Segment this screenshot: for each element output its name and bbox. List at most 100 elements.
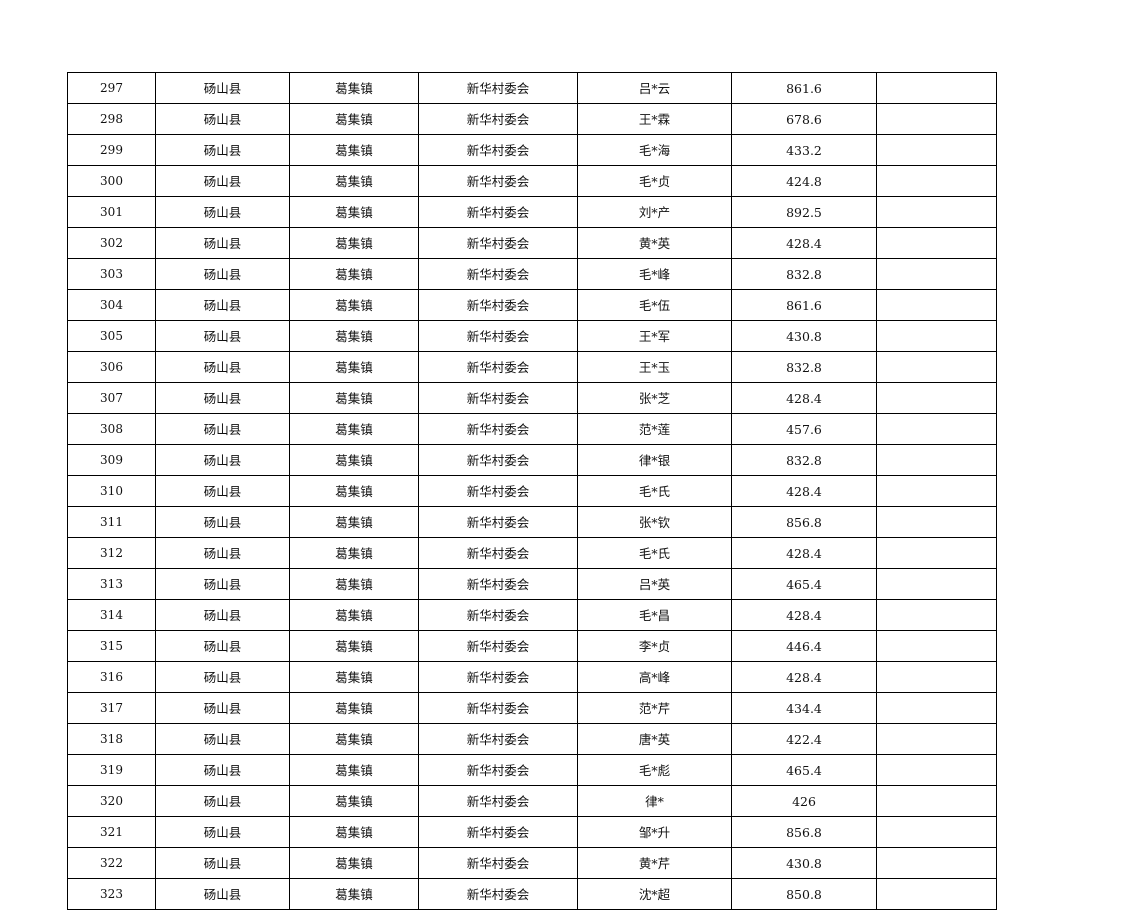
person-name-cell: 毛*海 xyxy=(577,134,732,166)
person-name-cell: 邹*升 xyxy=(577,816,732,848)
town-cell: 葛集镇 xyxy=(289,72,419,104)
town-cell: 葛集镇 xyxy=(289,258,419,290)
town-cell: 葛集镇 xyxy=(289,165,419,197)
amount-cell: 892.5 xyxy=(731,196,877,228)
person-name-cell: 吕*云 xyxy=(577,72,732,104)
amount-cell: 457.6 xyxy=(731,413,877,445)
table-row: 312 砀山县 葛集镇 新华村委会 毛*氏 428.4 xyxy=(67,537,997,569)
person-name-cell: 刘*产 xyxy=(577,196,732,228)
village-committee-cell: 新华村委会 xyxy=(418,103,578,135)
village-committee-cell: 新华村委会 xyxy=(418,816,578,848)
remarks-cell xyxy=(876,630,997,662)
table-row: 301 砀山县 葛集镇 新华村委会 刘*产 892.5 xyxy=(67,196,997,228)
town-cell: 葛集镇 xyxy=(289,382,419,414)
amount-cell: 430.8 xyxy=(731,847,877,879)
person-name-cell: 范*芹 xyxy=(577,692,732,724)
amount-cell: 434.4 xyxy=(731,692,877,724)
town-cell: 葛集镇 xyxy=(289,816,419,848)
person-name-cell: 毛*氏 xyxy=(577,537,732,569)
town-cell: 葛集镇 xyxy=(289,847,419,879)
remarks-cell xyxy=(876,599,997,631)
county-cell: 砀山县 xyxy=(155,227,290,259)
county-cell: 砀山县 xyxy=(155,103,290,135)
remarks-cell xyxy=(876,196,997,228)
person-name-cell: 高*峰 xyxy=(577,661,732,693)
remarks-cell xyxy=(876,506,997,538)
table-row: 320 砀山县 葛集镇 新华村委会 律* 426 xyxy=(67,785,997,817)
row-number-cell: 304 xyxy=(67,289,156,321)
county-cell: 砀山县 xyxy=(155,165,290,197)
county-cell: 砀山县 xyxy=(155,475,290,507)
amount-cell: 861.6 xyxy=(731,72,877,104)
town-cell: 葛集镇 xyxy=(289,413,419,445)
county-cell: 砀山县 xyxy=(155,661,290,693)
town-cell: 葛集镇 xyxy=(289,723,419,755)
county-cell: 砀山县 xyxy=(155,878,290,910)
row-number-cell: 303 xyxy=(67,258,156,290)
amount-cell: 433.2 xyxy=(731,134,877,166)
town-cell: 葛集镇 xyxy=(289,692,419,724)
table-row: 311 砀山县 葛集镇 新华村委会 张*钦 856.8 xyxy=(67,506,997,538)
row-number-cell: 309 xyxy=(67,444,156,476)
village-committee-cell: 新华村委会 xyxy=(418,165,578,197)
county-cell: 砀山县 xyxy=(155,630,290,662)
town-cell: 葛集镇 xyxy=(289,785,419,817)
remarks-cell xyxy=(876,754,997,786)
person-name-cell: 吕*英 xyxy=(577,568,732,600)
row-number-cell: 307 xyxy=(67,382,156,414)
county-cell: 砀山县 xyxy=(155,382,290,414)
row-number-cell: 310 xyxy=(67,475,156,507)
remarks-cell xyxy=(876,134,997,166)
table-row: 322 砀山县 葛集镇 新华村委会 黄*芹 430.8 xyxy=(67,847,997,879)
row-number-cell: 299 xyxy=(67,134,156,166)
person-name-cell: 王*玉 xyxy=(577,351,732,383)
table-row: 316 砀山县 葛集镇 新华村委会 高*峰 428.4 xyxy=(67,661,997,693)
amount-cell: 422.4 xyxy=(731,723,877,755)
county-cell: 砀山县 xyxy=(155,599,290,631)
remarks-cell xyxy=(876,413,997,445)
town-cell: 葛集镇 xyxy=(289,134,419,166)
amount-cell: 832.8 xyxy=(731,351,877,383)
county-cell: 砀山县 xyxy=(155,847,290,879)
row-number-cell: 314 xyxy=(67,599,156,631)
remarks-cell xyxy=(876,258,997,290)
person-name-cell: 律* xyxy=(577,785,732,817)
remarks-cell xyxy=(876,382,997,414)
village-committee-cell: 新华村委会 xyxy=(418,661,578,693)
table-row: 318 砀山县 葛集镇 新华村委会 唐*英 422.4 xyxy=(67,723,997,755)
remarks-cell xyxy=(876,816,997,848)
remarks-cell xyxy=(876,351,997,383)
amount-cell: 465.4 xyxy=(731,568,877,600)
table-row: 309 砀山县 葛集镇 新华村委会 律*银 832.8 xyxy=(67,444,997,476)
village-committee-cell: 新华村委会 xyxy=(418,599,578,631)
village-committee-cell: 新华村委会 xyxy=(418,320,578,352)
town-cell: 葛集镇 xyxy=(289,506,419,538)
county-cell: 砀山县 xyxy=(155,413,290,445)
row-number-cell: 300 xyxy=(67,165,156,197)
amount-cell: 428.4 xyxy=(731,537,877,569)
table-row: 323 砀山县 葛集镇 新华村委会 沈*超 850.8 xyxy=(67,878,997,910)
town-cell: 葛集镇 xyxy=(289,568,419,600)
remarks-cell xyxy=(876,103,997,135)
town-cell: 葛集镇 xyxy=(289,196,419,228)
remarks-cell xyxy=(876,444,997,476)
town-cell: 葛集镇 xyxy=(289,351,419,383)
village-committee-cell: 新华村委会 xyxy=(418,444,578,476)
village-committee-cell: 新华村委会 xyxy=(418,878,578,910)
table-row: 297 砀山县 葛集镇 新华村委会 吕*云 861.6 xyxy=(67,72,997,104)
county-cell: 砀山县 xyxy=(155,816,290,848)
remarks-cell xyxy=(876,785,997,817)
remarks-cell xyxy=(876,537,997,569)
county-cell: 砀山县 xyxy=(155,258,290,290)
amount-cell: 856.8 xyxy=(731,816,877,848)
table-row: 303 砀山县 葛集镇 新华村委会 毛*峰 832.8 xyxy=(67,258,997,290)
table-row: 317 砀山县 葛集镇 新华村委会 范*芹 434.4 xyxy=(67,692,997,724)
row-number-cell: 323 xyxy=(67,878,156,910)
person-name-cell: 毛*峰 xyxy=(577,258,732,290)
row-number-cell: 317 xyxy=(67,692,156,724)
amount-cell: 856.8 xyxy=(731,506,877,538)
town-cell: 葛集镇 xyxy=(289,661,419,693)
village-committee-cell: 新华村委会 xyxy=(418,630,578,662)
row-number-cell: 319 xyxy=(67,754,156,786)
county-cell: 砀山县 xyxy=(155,320,290,352)
